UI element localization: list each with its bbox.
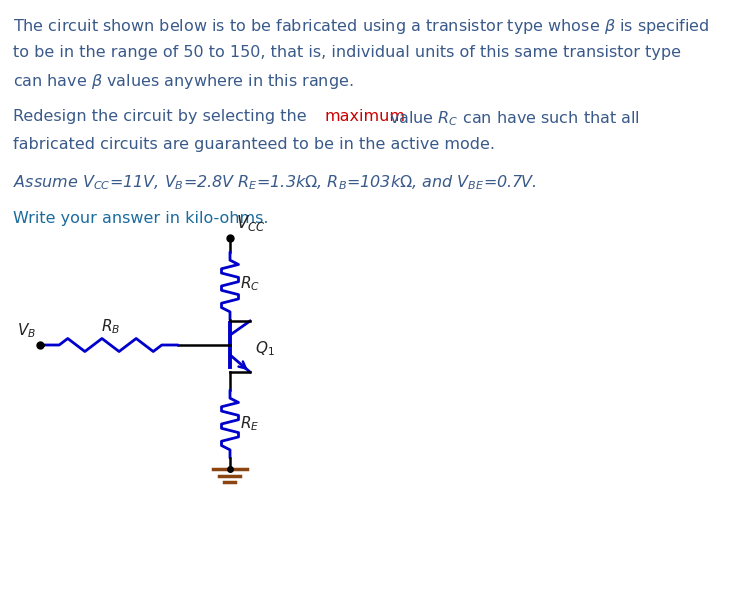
Text: Redesign the circuit by selecting the: Redesign the circuit by selecting the — [13, 109, 312, 124]
Text: $R_E$: $R_E$ — [240, 415, 259, 433]
Text: Assume $V_{CC}$=11V, $V_B$=2.8V $R_E$=1.3k$\Omega$, $R_B$=103k$\Omega$, and $V_{: Assume $V_{CC}$=11V, $V_B$=2.8V $R_E$=1.… — [13, 174, 536, 193]
Text: $V_B$: $V_B$ — [17, 322, 36, 340]
Text: value $R_C$ can have such that all: value $R_C$ can have such that all — [384, 109, 640, 128]
Text: $Q_1$: $Q_1$ — [255, 340, 274, 358]
Text: Write your answer in kilo-ohms.: Write your answer in kilo-ohms. — [13, 211, 269, 226]
Text: $V_{CC}$: $V_{CC}$ — [236, 213, 266, 233]
Text: can have $\beta$ values anywhere in this range.: can have $\beta$ values anywhere in this… — [13, 72, 354, 91]
Text: maximum: maximum — [325, 109, 406, 124]
Text: $R_B$: $R_B$ — [101, 317, 120, 336]
Text: The circuit shown below is to be fabricated using a transistor type whose $\beta: The circuit shown below is to be fabrica… — [13, 17, 709, 36]
Text: fabricated circuits are guaranteed to be in the active mode.: fabricated circuits are guaranteed to be… — [13, 137, 495, 152]
Text: $R_C$: $R_C$ — [240, 275, 260, 293]
Text: to be in the range of 50 to 150, that is, individual units of this same transist: to be in the range of 50 to 150, that is… — [13, 44, 681, 59]
